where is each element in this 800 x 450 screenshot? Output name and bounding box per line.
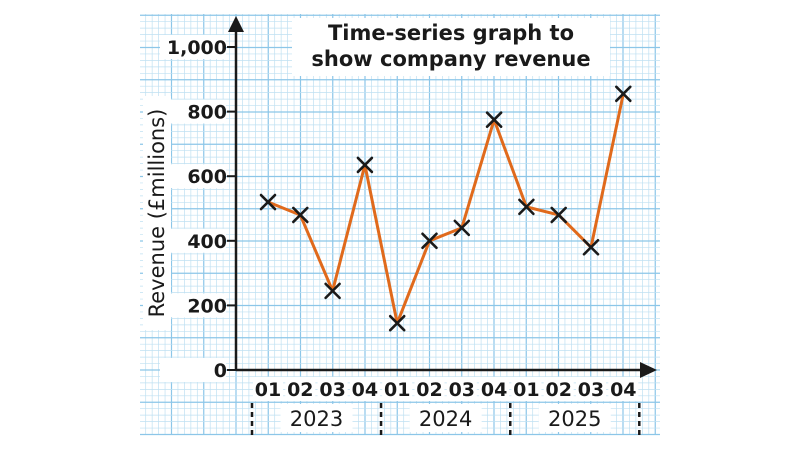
x-axis-arrow <box>640 362 657 378</box>
data-point-stroke <box>324 282 341 300</box>
ticks: 0 200 400 600 800 1,000 Revenue (£millions) 01 0… <box>143 35 641 436</box>
data-point <box>291 206 309 224</box>
data-point-stroke <box>291 206 309 224</box>
data-point <box>259 193 277 211</box>
data-point <box>453 219 471 237</box>
x-tick-label-background <box>446 377 477 401</box>
y-tick-label: 200 <box>187 295 227 317</box>
y-axis-label-background <box>143 96 171 330</box>
year-label: 2023 <box>290 407 343 431</box>
data-point-stroke <box>550 206 568 224</box>
x-tick-label: 02 <box>416 379 442 401</box>
x-tick-label: 03 <box>578 379 604 401</box>
chart-title-line: Time-series graph to <box>328 21 574 45</box>
x-tick-label-background <box>317 377 348 401</box>
x-tick-label: 01 <box>384 379 410 401</box>
data-point <box>485 111 503 128</box>
x-tick-label-background <box>253 377 283 401</box>
x-tick-label-background <box>349 377 380 401</box>
grid-background <box>140 14 660 435</box>
chart-title-line: show company revenue <box>311 47 590 71</box>
data-point <box>356 156 374 174</box>
year-label: 2025 <box>548 407 601 431</box>
y-tick-label: 600 <box>187 166 227 188</box>
x-tick-label-background <box>543 377 574 401</box>
x-tick-label-background <box>511 377 542 401</box>
data-point-stroke <box>259 193 277 211</box>
x-tick-label: 03 <box>449 379 475 401</box>
year-label-background <box>538 404 611 432</box>
title-background <box>292 18 610 76</box>
x-tick-label-background <box>414 377 445 401</box>
data-point-stroke <box>388 314 406 332</box>
data-point <box>582 238 600 256</box>
x-tick-label: 04 <box>352 379 378 401</box>
data-point-stroke <box>453 219 471 237</box>
data-point-stroke <box>518 198 535 216</box>
axes <box>228 16 657 378</box>
x-tick-label-background <box>576 377 606 401</box>
y-tick-label-background <box>160 358 226 382</box>
data-point-stroke <box>485 111 503 128</box>
year-label-background <box>409 404 482 432</box>
y-tick-label: 800 <box>187 102 227 124</box>
data-point <box>388 314 406 332</box>
series <box>259 85 632 332</box>
y-tick-label: 0 <box>214 360 227 382</box>
data-point-stroke <box>356 156 374 174</box>
x-tick-label: 01 <box>255 379 281 401</box>
data-point <box>324 282 341 300</box>
x-tick-label: 02 <box>287 379 313 401</box>
data-point <box>421 232 438 250</box>
y-axis-arrow <box>228 16 244 32</box>
x-tick-label-background <box>479 377 510 401</box>
x-tick-label: 01 <box>513 379 539 401</box>
data-point-stroke <box>421 232 438 250</box>
x-tick-label-background <box>382 377 413 401</box>
data-point <box>614 85 632 103</box>
data-point-stroke <box>582 238 600 256</box>
x-tick-label: 02 <box>545 379 571 401</box>
year-label: 2024 <box>419 407 472 431</box>
x-tick-label: 04 <box>481 379 507 401</box>
x-tick-label: 03 <box>319 379 345 401</box>
grid <box>140 14 660 436</box>
year-label-background <box>280 404 353 432</box>
x-tick-label: 04 <box>610 379 636 401</box>
data-point <box>518 198 535 216</box>
data-point <box>550 206 568 224</box>
y-axis-label: Revenue (£millions) <box>145 109 169 318</box>
x-tick-label-background <box>285 377 316 401</box>
y-tick-label-background <box>160 35 226 59</box>
y-tick-label: 400 <box>187 231 227 253</box>
data-point-stroke <box>614 85 632 103</box>
x-tick-label-background <box>608 377 639 401</box>
y-tick-label: 1,000 <box>167 37 227 59</box>
